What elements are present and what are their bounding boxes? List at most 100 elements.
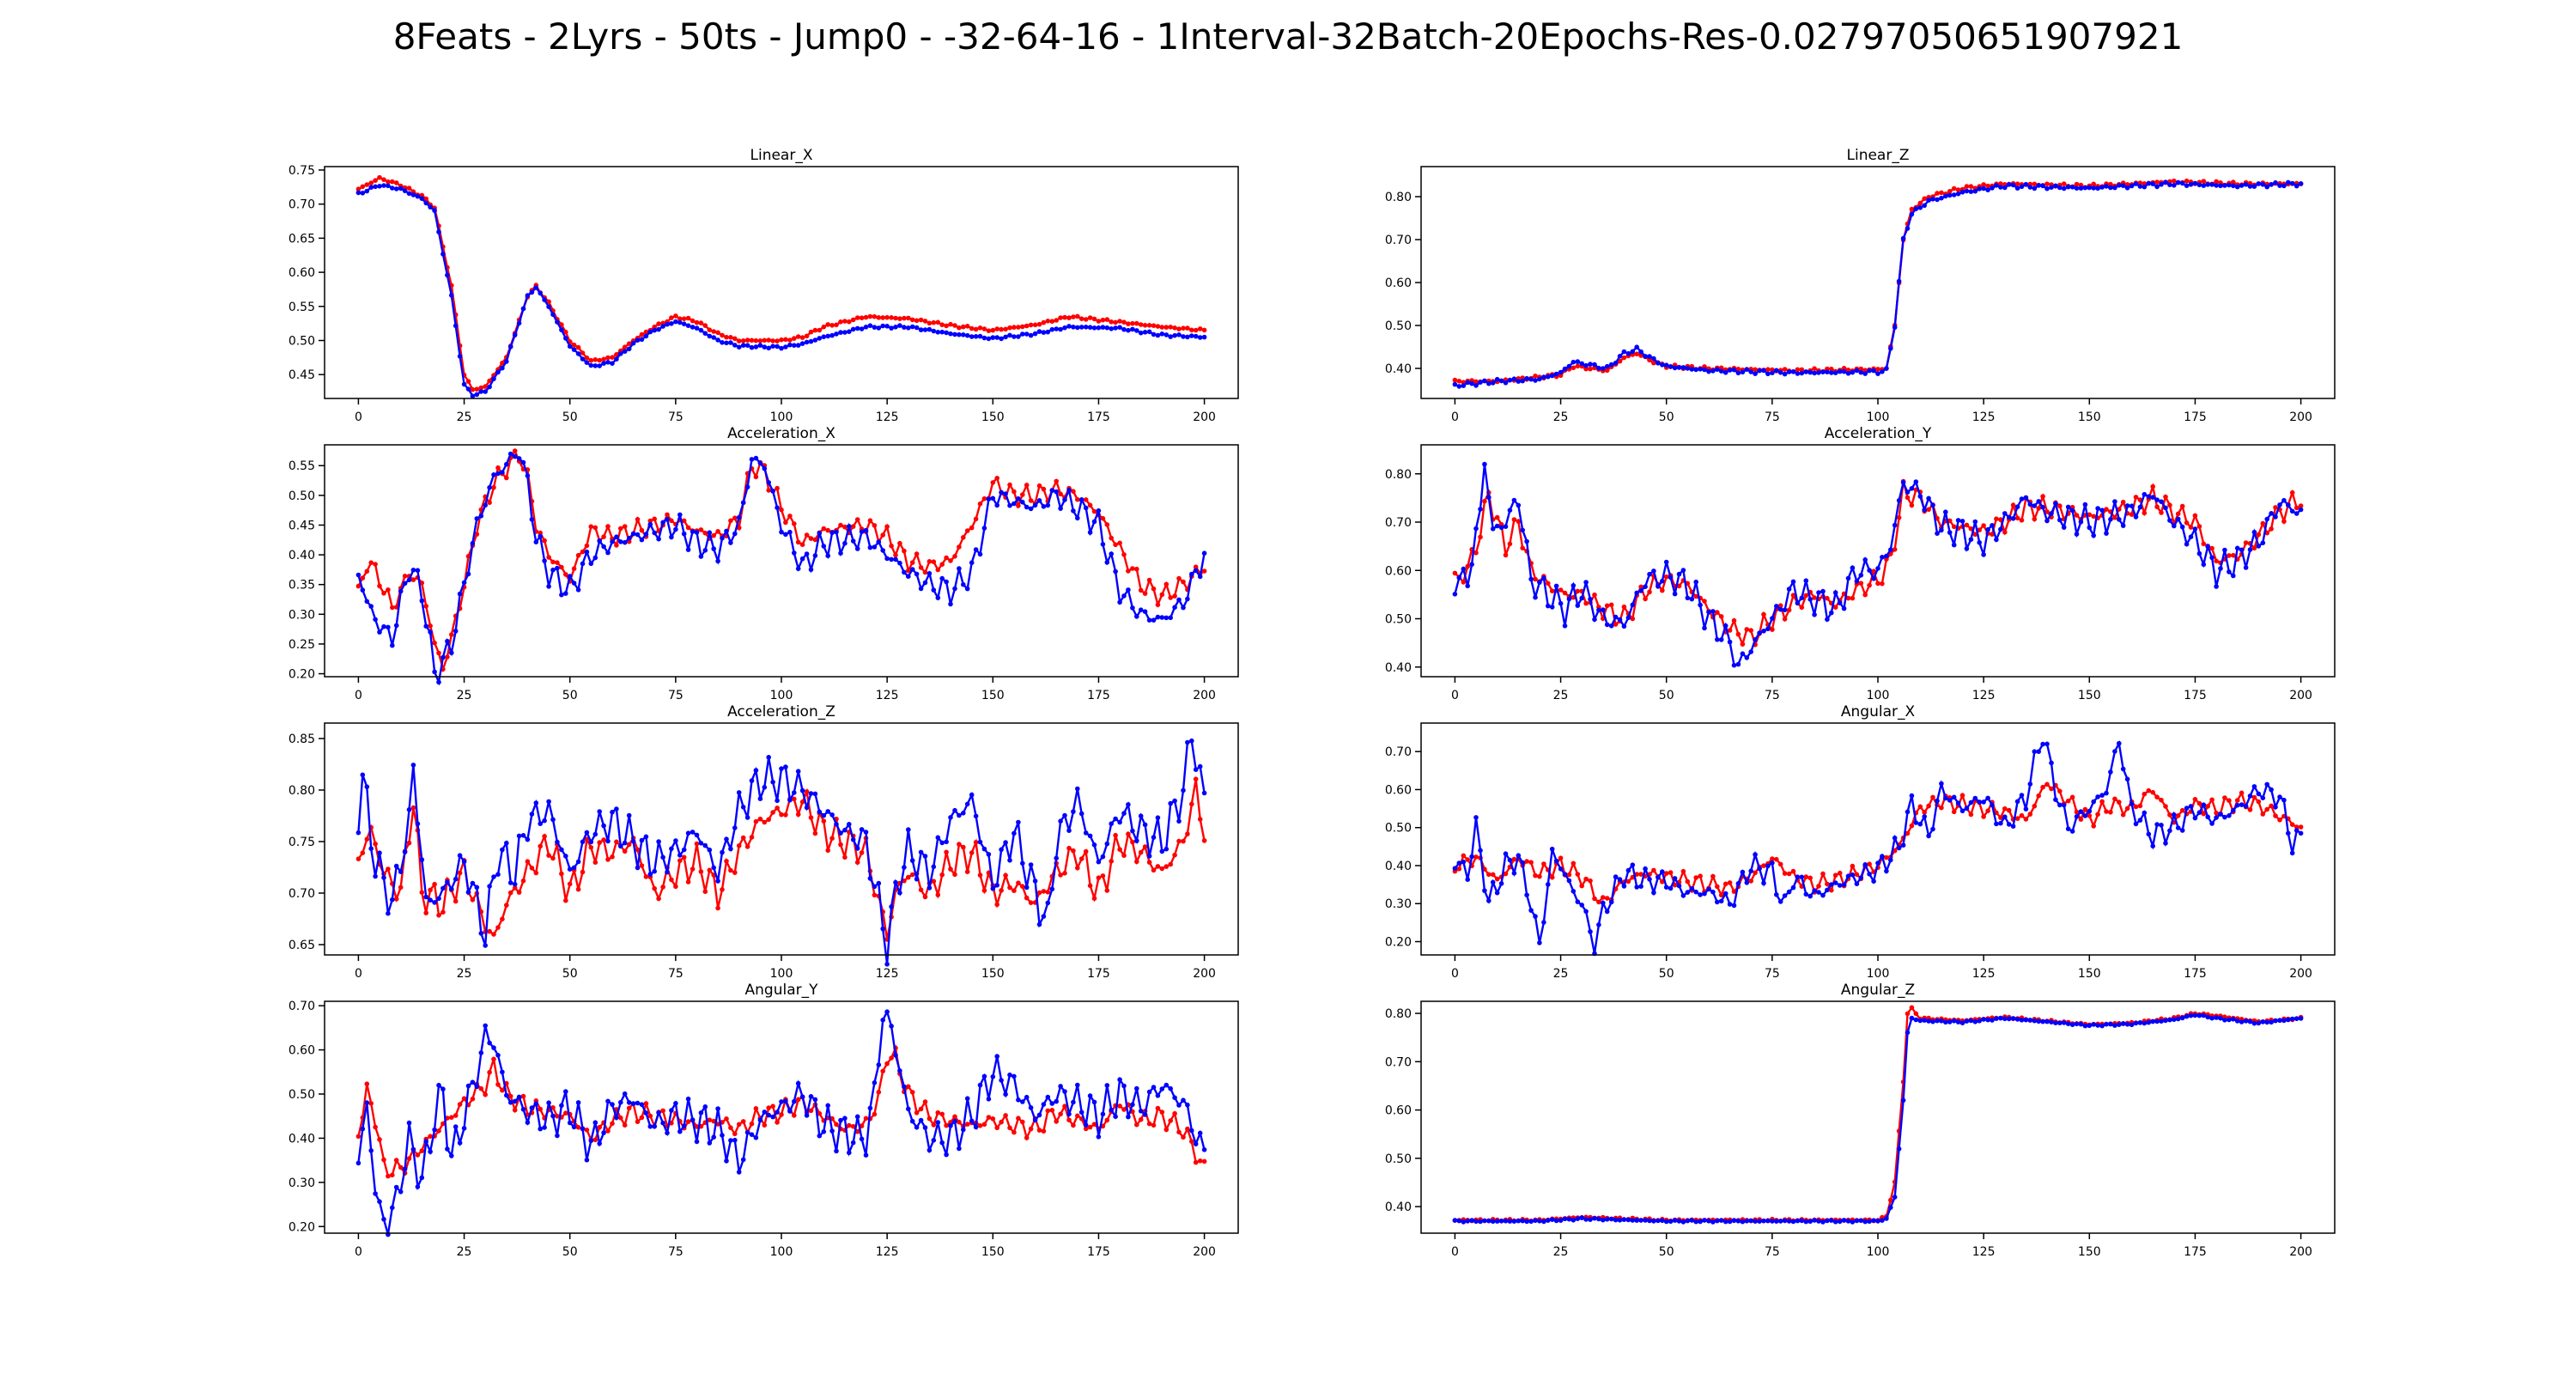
data-point bbox=[410, 568, 416, 573]
data-point bbox=[457, 1102, 463, 1107]
data-point bbox=[1189, 571, 1194, 577]
data-point bbox=[546, 853, 551, 858]
data-point bbox=[2099, 185, 2105, 190]
data-point bbox=[592, 357, 598, 362]
data-point bbox=[398, 1189, 404, 1195]
data-point bbox=[2014, 816, 2020, 821]
data-point bbox=[690, 529, 696, 534]
data-point bbox=[516, 833, 522, 839]
data-point bbox=[580, 356, 586, 362]
data-point bbox=[614, 839, 619, 845]
data-point bbox=[1990, 185, 1995, 191]
data-point bbox=[1146, 1089, 1152, 1095]
data-point bbox=[618, 526, 623, 532]
data-point bbox=[1917, 821, 1923, 827]
data-point bbox=[1825, 595, 1830, 601]
data-point bbox=[2172, 812, 2177, 818]
data-point bbox=[588, 561, 594, 567]
data-point bbox=[1490, 879, 1496, 885]
data-point bbox=[525, 1120, 531, 1125]
data-point bbox=[957, 566, 962, 571]
x-tick-label: 50 bbox=[1659, 410, 1674, 424]
data-point bbox=[1066, 1111, 1072, 1117]
data-point bbox=[1647, 589, 1652, 595]
data-point bbox=[390, 605, 395, 611]
data-point bbox=[2061, 1020, 2067, 1025]
data-point bbox=[2057, 788, 2063, 794]
data-point bbox=[918, 1106, 924, 1112]
data-point bbox=[969, 334, 975, 339]
data-point bbox=[1909, 206, 1915, 212]
data-point bbox=[584, 360, 590, 366]
data-point bbox=[1757, 866, 1762, 872]
data-point bbox=[1176, 838, 1182, 844]
data-point bbox=[1075, 325, 1080, 331]
data-point bbox=[2154, 504, 2160, 509]
data-point bbox=[2172, 178, 2177, 184]
data-point bbox=[1452, 377, 1458, 383]
data-point bbox=[1571, 889, 1577, 894]
data-point bbox=[1676, 1219, 1682, 1224]
data-point bbox=[728, 340, 733, 345]
data-point bbox=[1926, 833, 1931, 839]
data-point bbox=[445, 654, 450, 660]
data-point bbox=[1795, 600, 1801, 605]
data-point bbox=[1884, 1216, 1889, 1221]
data-point bbox=[981, 495, 987, 502]
data-point bbox=[1926, 507, 1931, 513]
data-point bbox=[1121, 853, 1127, 858]
data-point bbox=[812, 537, 818, 543]
data-point bbox=[906, 827, 911, 832]
data-point bbox=[838, 330, 843, 335]
data-point bbox=[1706, 609, 1711, 615]
data-point bbox=[2269, 787, 2274, 793]
data-point bbox=[597, 538, 602, 544]
data-point bbox=[2209, 182, 2215, 187]
data-point bbox=[2112, 499, 2117, 504]
data-point bbox=[1176, 1103, 1182, 1108]
x-tick-label: 175 bbox=[1087, 689, 1110, 702]
data-point bbox=[1770, 627, 1775, 632]
data-point bbox=[981, 335, 987, 341]
data-point bbox=[2069, 185, 2075, 190]
data-point bbox=[766, 488, 771, 493]
data-point bbox=[643, 333, 649, 339]
data-point bbox=[457, 354, 463, 359]
data-point bbox=[428, 1134, 433, 1139]
data-point bbox=[1036, 329, 1042, 334]
data-point bbox=[360, 184, 366, 190]
data-point bbox=[944, 323, 949, 329]
data-point bbox=[1871, 568, 1876, 575]
data-point bbox=[2243, 182, 2249, 187]
x-tick-label: 175 bbox=[1087, 967, 1110, 981]
data-point bbox=[1461, 1219, 1467, 1225]
data-point bbox=[707, 327, 713, 333]
data-point bbox=[1753, 637, 1758, 642]
data-point bbox=[2154, 179, 2160, 185]
data-point bbox=[914, 1125, 920, 1130]
data-point bbox=[1024, 331, 1030, 337]
data-point bbox=[2273, 1018, 2278, 1024]
data-point bbox=[520, 306, 526, 312]
data-point bbox=[1909, 211, 1915, 217]
data-point bbox=[1744, 627, 1750, 632]
data-point bbox=[2146, 180, 2152, 186]
data-point bbox=[1939, 805, 1944, 811]
data-point bbox=[1511, 517, 1517, 522]
data-point bbox=[2074, 809, 2080, 815]
data-point bbox=[720, 535, 725, 541]
data-point bbox=[948, 558, 953, 563]
data-point bbox=[914, 318, 920, 324]
data-point bbox=[1977, 799, 1982, 805]
data-point bbox=[368, 180, 374, 185]
data-point bbox=[808, 536, 814, 541]
data-point bbox=[669, 321, 674, 326]
data-point bbox=[533, 539, 539, 544]
data-point bbox=[1990, 802, 1995, 808]
data-point bbox=[355, 830, 361, 836]
data-point bbox=[1790, 369, 1796, 374]
data-point bbox=[1630, 1218, 1636, 1223]
x-tick-label: 0 bbox=[1451, 689, 1459, 702]
data-point bbox=[792, 521, 797, 526]
data-point bbox=[2146, 1019, 2152, 1025]
